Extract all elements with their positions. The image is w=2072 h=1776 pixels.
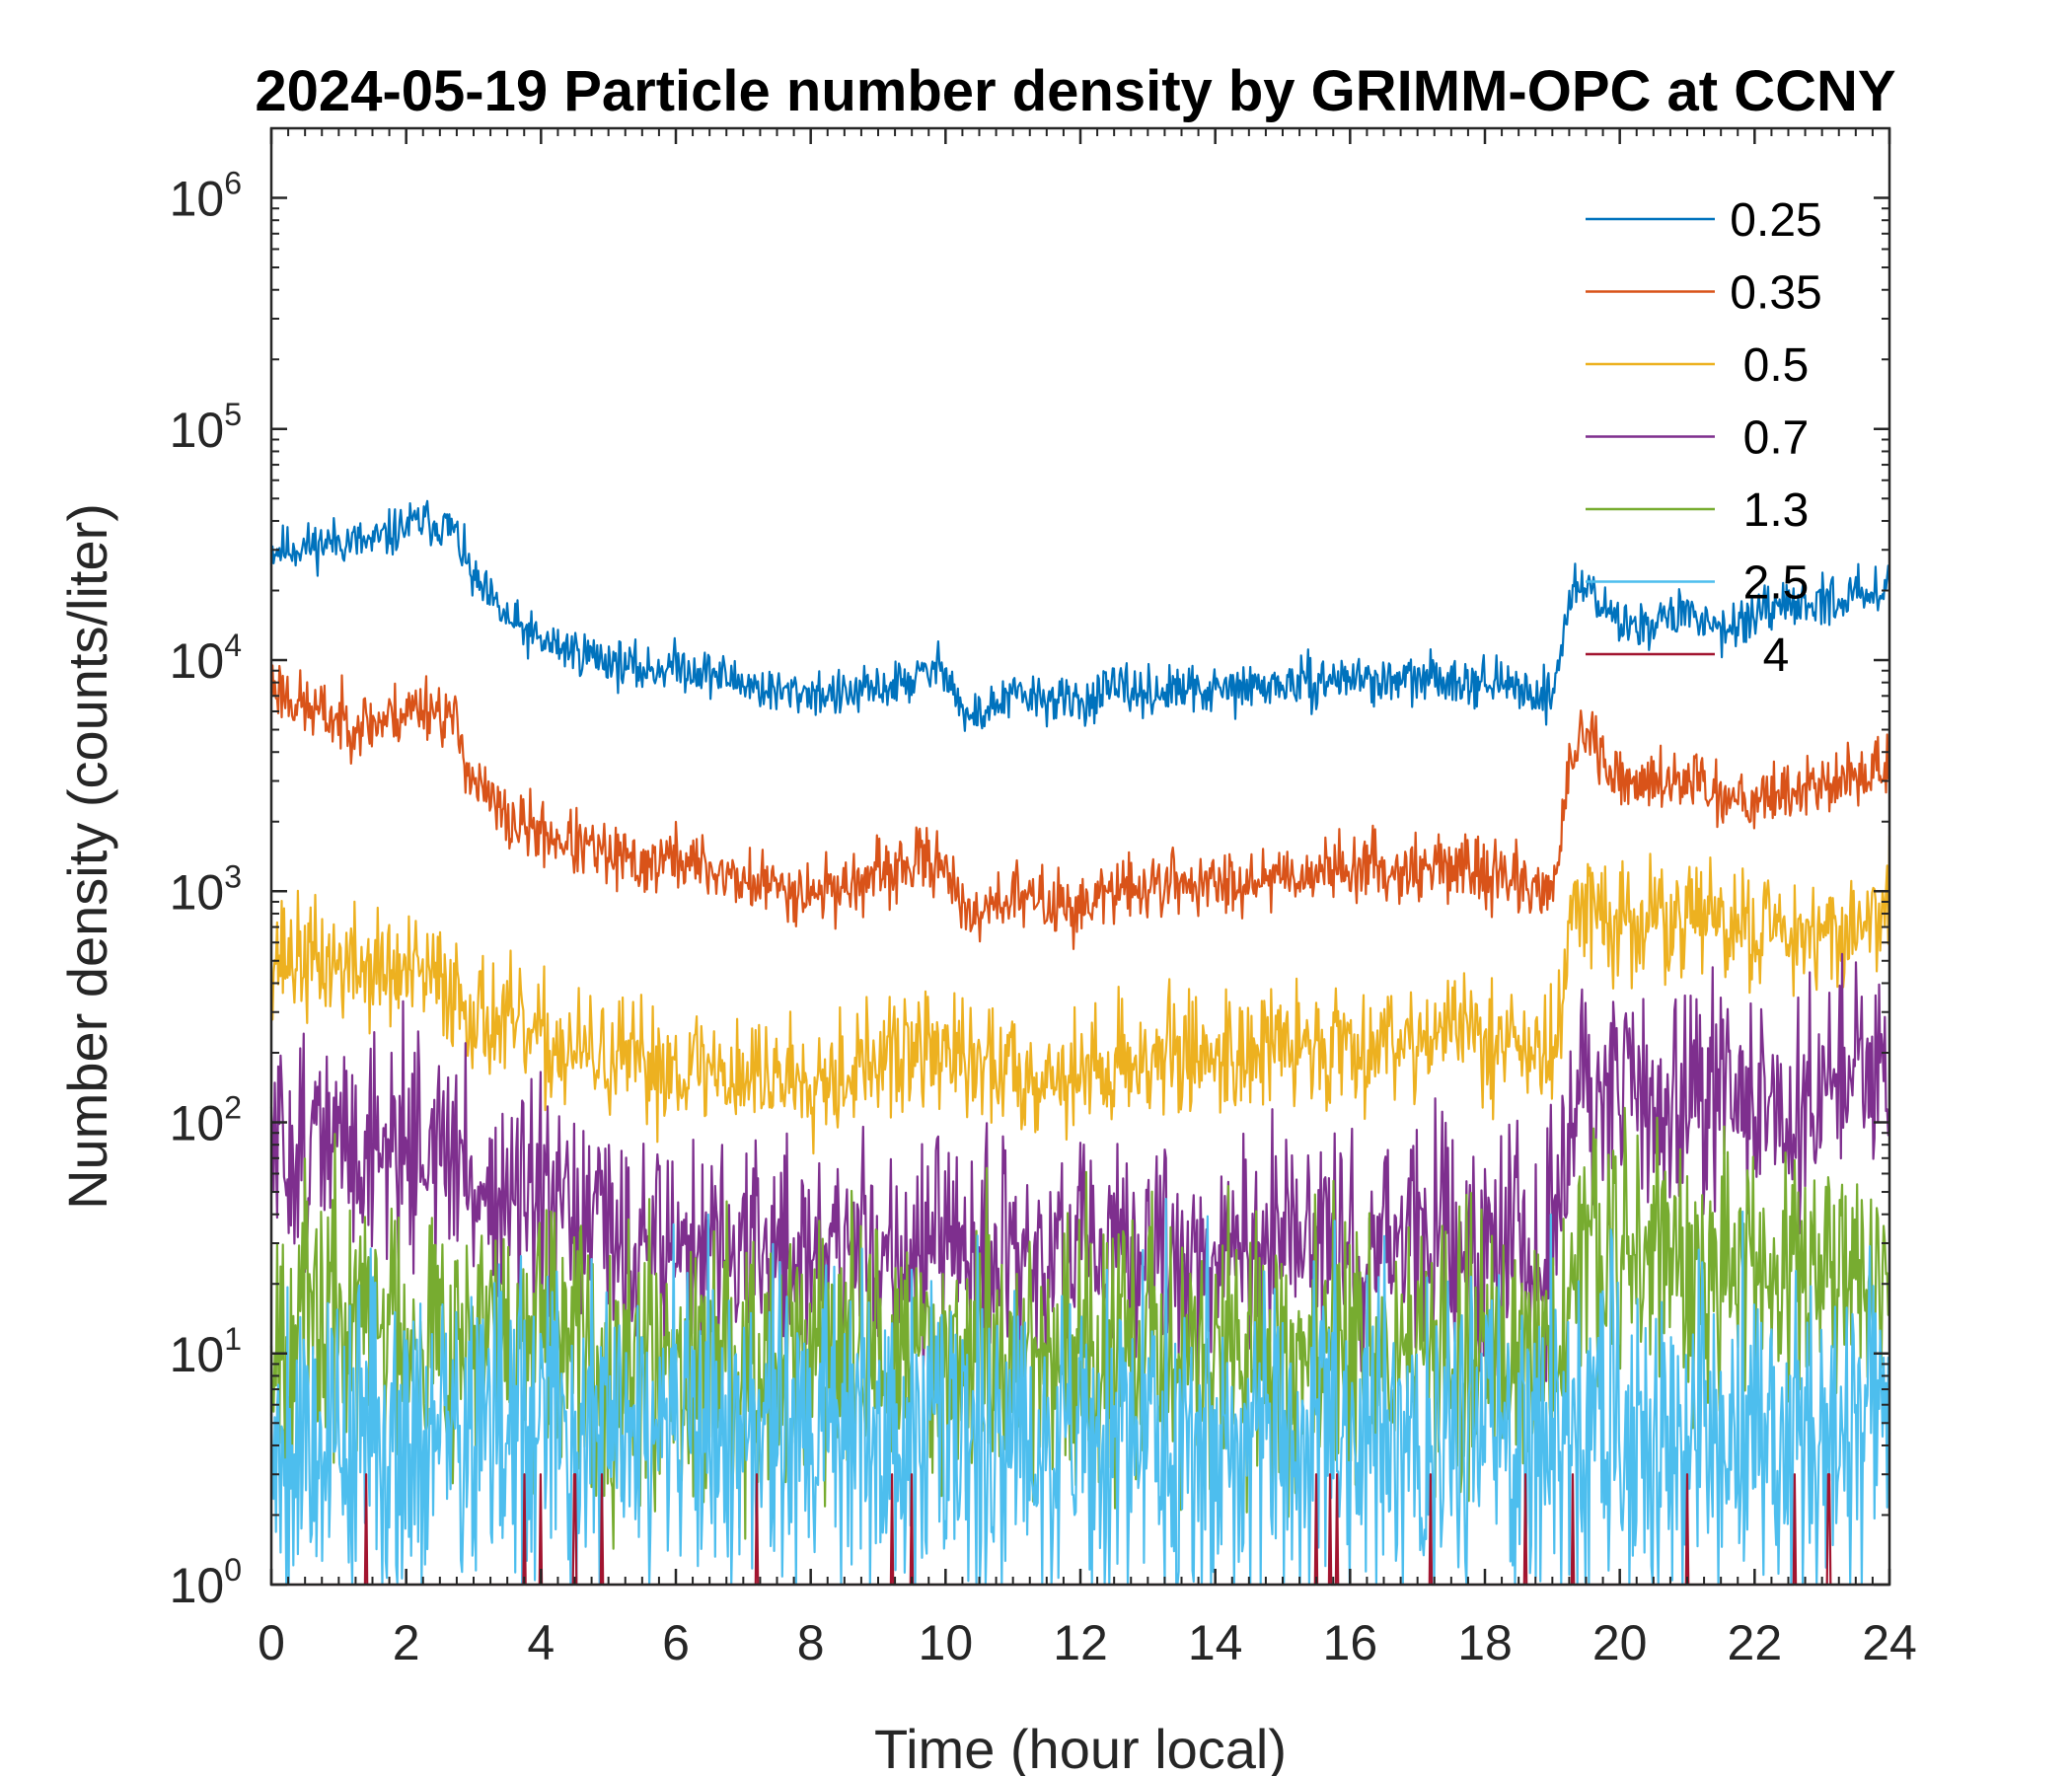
x-tick-label: 10 [919, 1615, 974, 1670]
x-tick-label: 16 [1323, 1615, 1378, 1670]
series-line-0-25 [269, 499, 1891, 732]
legend-label-0-7: 0.7 [1743, 412, 1810, 465]
y-tick-label: 104 [170, 628, 242, 689]
x-tick-label: 20 [1592, 1615, 1648, 1670]
legend-label-0-5: 0.5 [1743, 339, 1810, 392]
y-axis: 100 101 102 103 104 105 106 [170, 166, 1889, 1613]
series-line-0-35 [269, 664, 1891, 950]
legend-label-4: 4 [1763, 629, 1790, 682]
y-tick-label: 100 [170, 1552, 242, 1613]
legend-label-0-25: 0.25 [1730, 194, 1821, 247]
x-tick-label: 22 [1728, 1615, 1783, 1670]
x-tick-label: 8 [797, 1615, 825, 1670]
x-tick-label: 4 [527, 1615, 555, 1670]
x-axis-label: Time (hour local) [874, 1718, 1287, 1776]
x-tick-label: 6 [662, 1615, 690, 1670]
y-axis-label: Number density (counts/liter) [56, 503, 118, 1210]
x-axis: 0 2 4 6 8 10 12 14 16 18 20 22 24 [258, 128, 1917, 1670]
x-tick-label: 2 [393, 1615, 420, 1670]
y-tick-label: 103 [170, 858, 242, 920]
series-line-0-5 [269, 835, 1891, 1155]
legend: 0.25 0.35 0.5 0.7 1.3 2.5 4 [1586, 194, 1822, 682]
series-line-2-5 [269, 1198, 1891, 1587]
legend-label-2-5: 2.5 [1743, 557, 1810, 610]
chart-title: 2024-05-19 Particle number density by GR… [255, 59, 1895, 123]
y-tick-label: 101 [170, 1321, 242, 1382]
x-tick-label: 18 [1457, 1615, 1513, 1670]
plot-series [269, 499, 1891, 1587]
series-line-0-7 [269, 952, 1891, 1402]
y-tick-label: 102 [170, 1090, 242, 1151]
x-tick-label: 24 [1862, 1615, 1917, 1670]
legend-label-0-35: 0.35 [1730, 267, 1821, 320]
x-tick-label: 0 [258, 1615, 285, 1670]
legend-label-1-3: 1.3 [1743, 484, 1810, 537]
x-tick-label: 14 [1188, 1615, 1243, 1670]
y-tick-label: 105 [170, 397, 242, 458]
x-tick-label: 12 [1053, 1615, 1108, 1670]
y-tick-label: 106 [170, 166, 242, 227]
